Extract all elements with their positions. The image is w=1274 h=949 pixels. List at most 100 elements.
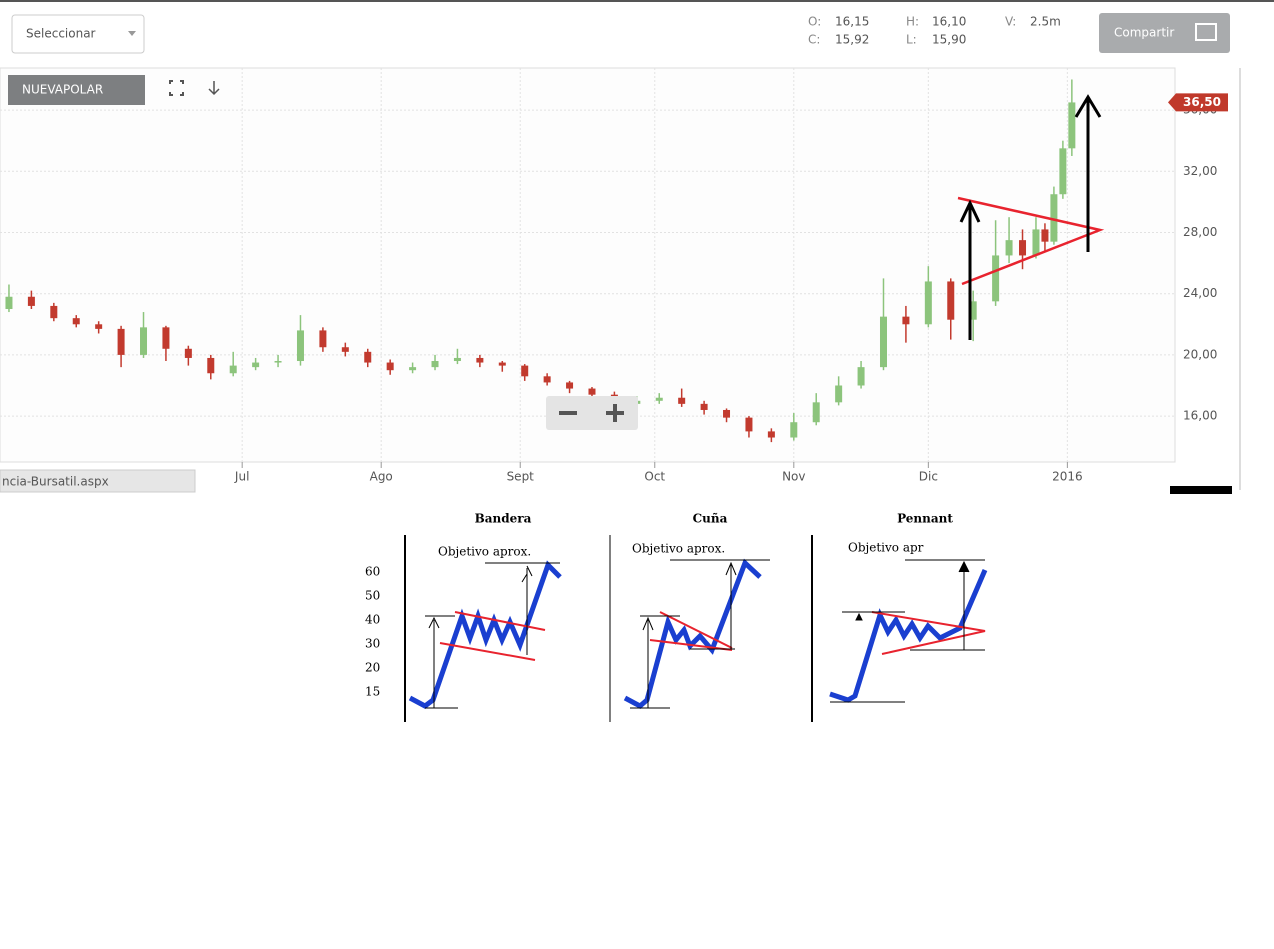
x-tick-label: Ago: [370, 470, 393, 484]
open-value: 16,15: [835, 15, 869, 29]
symbol-label[interactable]: NUEVAPOLAR: [22, 83, 103, 97]
candle-body: [857, 367, 865, 386]
candle-body: [1041, 229, 1049, 242]
candle-body: [902, 316, 910, 325]
pattern-channel: [871, 611, 986, 655]
status-bar: [0, 469, 196, 493]
pattern-arrow: [428, 565, 533, 708]
panel-title: Cuña: [693, 512, 728, 526]
candle-body: [1059, 148, 1067, 195]
candle-body: [72, 318, 80, 325]
volume-label: V:: [1005, 15, 1016, 29]
x-tick-label: Jul: [234, 470, 249, 484]
candle-body: [1032, 229, 1040, 256]
x-tick-label: Nov: [782, 470, 805, 484]
pattern-y-label: 50: [365, 589, 380, 603]
pattern-y-label: 15: [365, 685, 380, 699]
candle-body: [588, 388, 596, 395]
pattern-arrow: [855, 560, 970, 621]
candle-body: [274, 361, 282, 363]
triangle-annotation: [957, 196, 1105, 286]
candle-body: [700, 403, 708, 410]
low-label: L:: [906, 33, 917, 47]
open-label: O:: [808, 15, 821, 29]
zoom-in[interactable]: [606, 404, 624, 422]
pattern-line: [408, 560, 562, 709]
candle-body: [566, 382, 574, 389]
low-value: 15,90: [932, 33, 966, 47]
pattern-channel: [649, 611, 733, 651]
candle-body: [409, 367, 417, 371]
candle-body: [386, 362, 394, 371]
pattern-line: [623, 558, 762, 710]
candle-body: [476, 357, 484, 363]
candle-body: [229, 365, 237, 374]
candles: [5, 79, 1076, 443]
panel-note: Objetivo aprox.: [632, 542, 725, 556]
panel-title: Bandera: [475, 512, 532, 526]
candle-body: [835, 385, 843, 403]
high-label: H:: [906, 15, 919, 29]
candle-body: [812, 402, 820, 423]
candle-body: [745, 417, 753, 432]
select-arrow: [128, 31, 136, 36]
x-tick-label: 2016: [1052, 470, 1083, 484]
share-icon: [1195, 23, 1217, 41]
price-tag-label: 36,50: [1183, 95, 1221, 109]
share-label[interactable]: Compartir: [1114, 26, 1174, 40]
symbol-badge[interactable]: [8, 75, 145, 105]
candle-body: [184, 348, 192, 358]
y-tick-label: 32,00: [1183, 164, 1217, 178]
candle-body: [341, 347, 349, 352]
y-tick-label: 24,00: [1183, 286, 1217, 300]
panel-note: Objetivo aprox.: [438, 545, 531, 559]
close-label: C:: [808, 33, 820, 47]
y-tick-label: 16,00: [1183, 409, 1217, 423]
candle-body: [678, 397, 686, 404]
candle-body: [364, 351, 372, 363]
select-box[interactable]: [11, 14, 145, 54]
candle-body: [95, 324, 103, 329]
x-tick-label: Sept: [507, 470, 535, 484]
dark-tab: [1170, 486, 1232, 494]
y-tick-label: 20,00: [1183, 347, 1217, 361]
y-tick-label: 28,00: [1183, 225, 1217, 239]
x-tick-label: Oct: [644, 470, 665, 484]
candle-body: [140, 327, 148, 355]
pattern-arrow: [642, 561, 737, 708]
candle-body: [1068, 102, 1076, 149]
pattern-line: [829, 569, 988, 703]
download-icon[interactable]: [208, 81, 220, 96]
candle-body: [879, 316, 887, 368]
volume-value: 2.5m: [1030, 15, 1061, 29]
candle-body: [5, 296, 13, 309]
pattern-guide: [830, 559, 985, 703]
candle-body: [162, 327, 170, 349]
candle-body: [543, 376, 551, 383]
panel-title: Pennant: [897, 512, 953, 526]
status-url: ncia-Bursatil.aspx: [2, 475, 109, 489]
pattern-y-label: 60: [365, 565, 380, 579]
high-value: 16,10: [932, 15, 966, 29]
candle-body: [296, 330, 304, 362]
pattern-figure: 60 50 40 30 20 15 Bandera Cuña Pennant O…: [365, 512, 988, 722]
candle-body: [924, 281, 932, 325]
candle-body: [723, 409, 731, 418]
pattern-channel: [439, 611, 546, 661]
candle-body: [207, 357, 215, 374]
fullscreen-icon[interactable]: [169, 80, 184, 96]
arrow-annotations: [959, 94, 1102, 340]
panel-note: Objetivo apr: [848, 541, 924, 555]
candle-body: [431, 361, 439, 368]
candle-body: [790, 422, 798, 438]
candle-body: [655, 397, 663, 401]
pattern-guide: [630, 559, 770, 709]
pattern-y-label: 20: [365, 661, 380, 675]
candle-body: [992, 255, 1000, 302]
candle-body: [117, 328, 125, 355]
select-label[interactable]: Seleccionar: [26, 27, 96, 41]
pattern-guide: [425, 562, 560, 709]
candle-body: [521, 365, 529, 377]
candle-body: [27, 296, 35, 306]
